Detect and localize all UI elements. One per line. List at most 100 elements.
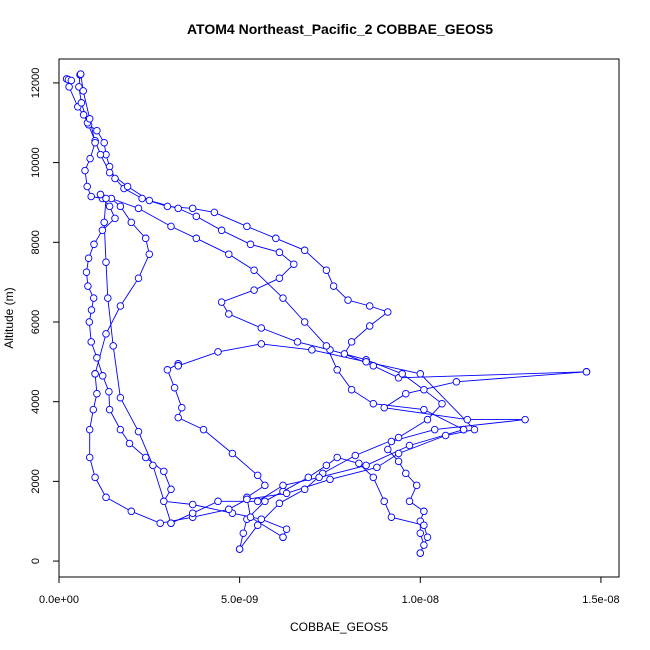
- data-point: [127, 218, 136, 227]
- data-point: [86, 154, 94, 163]
- data-point: [423, 533, 432, 541]
- data-point: [430, 425, 439, 434]
- data-point: [163, 366, 172, 374]
- data-point: [275, 248, 284, 257]
- data-point: [90, 240, 98, 249]
- x-axis-label: COBBAE_GEOS5: [290, 620, 388, 634]
- data-point: [85, 425, 94, 434]
- data-point: [347, 338, 356, 346]
- data-point: [167, 519, 175, 527]
- data-point: [102, 194, 110, 203]
- data-point: [394, 449, 403, 458]
- data-point: [102, 258, 110, 266]
- data-point: [290, 260, 298, 268]
- data-point: [394, 433, 403, 442]
- y-axis-label: Altitude (m): [2, 287, 16, 348]
- data-point: [412, 481, 421, 490]
- data-point: [322, 342, 331, 350]
- data-point: [104, 294, 112, 302]
- data-point: [199, 425, 208, 434]
- data-point: [293, 338, 302, 346]
- data-point: [85, 115, 94, 123]
- data-point: [116, 302, 125, 310]
- data-point: [329, 282, 338, 290]
- data-point: [174, 362, 182, 370]
- data-point: [87, 192, 95, 201]
- data-point: [405, 441, 414, 450]
- data-point: [67, 76, 76, 85]
- data-point: [459, 425, 468, 434]
- data-point: [89, 294, 98, 302]
- data-point: [300, 485, 309, 494]
- series-line: [239, 457, 428, 554]
- data-point: [84, 282, 92, 290]
- data-point: [250, 266, 258, 274]
- data-point: [116, 425, 125, 434]
- series-line: [94, 194, 150, 374]
- data-point: [105, 202, 114, 211]
- data-point: [149, 461, 157, 470]
- x-tick-label: 1.5e-08: [582, 594, 619, 606]
- data-point: [188, 500, 197, 509]
- data-point: [272, 234, 280, 243]
- data-point: [102, 330, 110, 338]
- data-point: [79, 87, 87, 95]
- data-point: [402, 469, 410, 478]
- data-point: [174, 413, 182, 422]
- data-point: [420, 521, 428, 529]
- data-point: [373, 463, 381, 472]
- data-point: [243, 495, 251, 504]
- series-line: [100, 194, 464, 431]
- data-point: [93, 126, 101, 135]
- data-point: [279, 533, 287, 541]
- data-point: [304, 473, 313, 482]
- y-axis: 0 2000 4000 6000 8000 10000 12000: [30, 68, 60, 564]
- data-point: [582, 368, 591, 376]
- data-point: [257, 515, 266, 523]
- series-line: [66, 78, 587, 379]
- data-point: [214, 497, 222, 506]
- data-point: [282, 525, 291, 533]
- data-point: [300, 318, 309, 326]
- data-point: [441, 431, 450, 440]
- x-tick-label: 5.0e-09: [221, 594, 258, 606]
- data-point: [123, 182, 132, 191]
- data-point: [100, 138, 108, 147]
- data-point: [174, 204, 182, 213]
- data-point: [369, 362, 378, 370]
- data-point: [423, 415, 432, 424]
- data-point: [253, 471, 262, 480]
- data-point: [380, 497, 388, 506]
- data-point: [452, 378, 461, 386]
- series-markers: [62, 70, 591, 557]
- data-point: [333, 366, 341, 374]
- data-point: [170, 383, 179, 392]
- data-point: [134, 427, 143, 436]
- data-point: [326, 475, 334, 484]
- data-point: [365, 302, 374, 310]
- data-point: [250, 286, 258, 294]
- data-point: [85, 318, 94, 326]
- data-point: [96, 190, 105, 199]
- data-point: [145, 250, 154, 258]
- data-point: [362, 461, 370, 470]
- data-point: [87, 306, 96, 314]
- data-point: [98, 226, 107, 235]
- data-point: [438, 399, 446, 408]
- data-point: [246, 240, 255, 249]
- data-point: [257, 340, 266, 348]
- data-point: [160, 467, 168, 476]
- data-point: [93, 389, 101, 398]
- y-tick-label: 4000: [30, 389, 42, 413]
- data-point: [384, 445, 392, 454]
- data-point: [253, 521, 262, 529]
- data-point: [192, 234, 201, 243]
- data-point: [279, 294, 287, 302]
- data-point: [275, 499, 284, 508]
- data-point: [84, 254, 93, 262]
- data-point: [111, 174, 119, 183]
- data-point: [178, 403, 186, 412]
- data-point: [188, 204, 197, 213]
- data-point: [85, 453, 94, 462]
- series-line: [103, 198, 172, 524]
